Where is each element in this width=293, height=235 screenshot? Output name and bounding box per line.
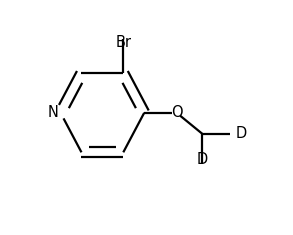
Text: D: D [236, 126, 247, 141]
Text: D: D [197, 153, 208, 167]
Text: O: O [171, 105, 183, 120]
Text: Br: Br [115, 35, 131, 50]
Text: N: N [47, 105, 58, 120]
